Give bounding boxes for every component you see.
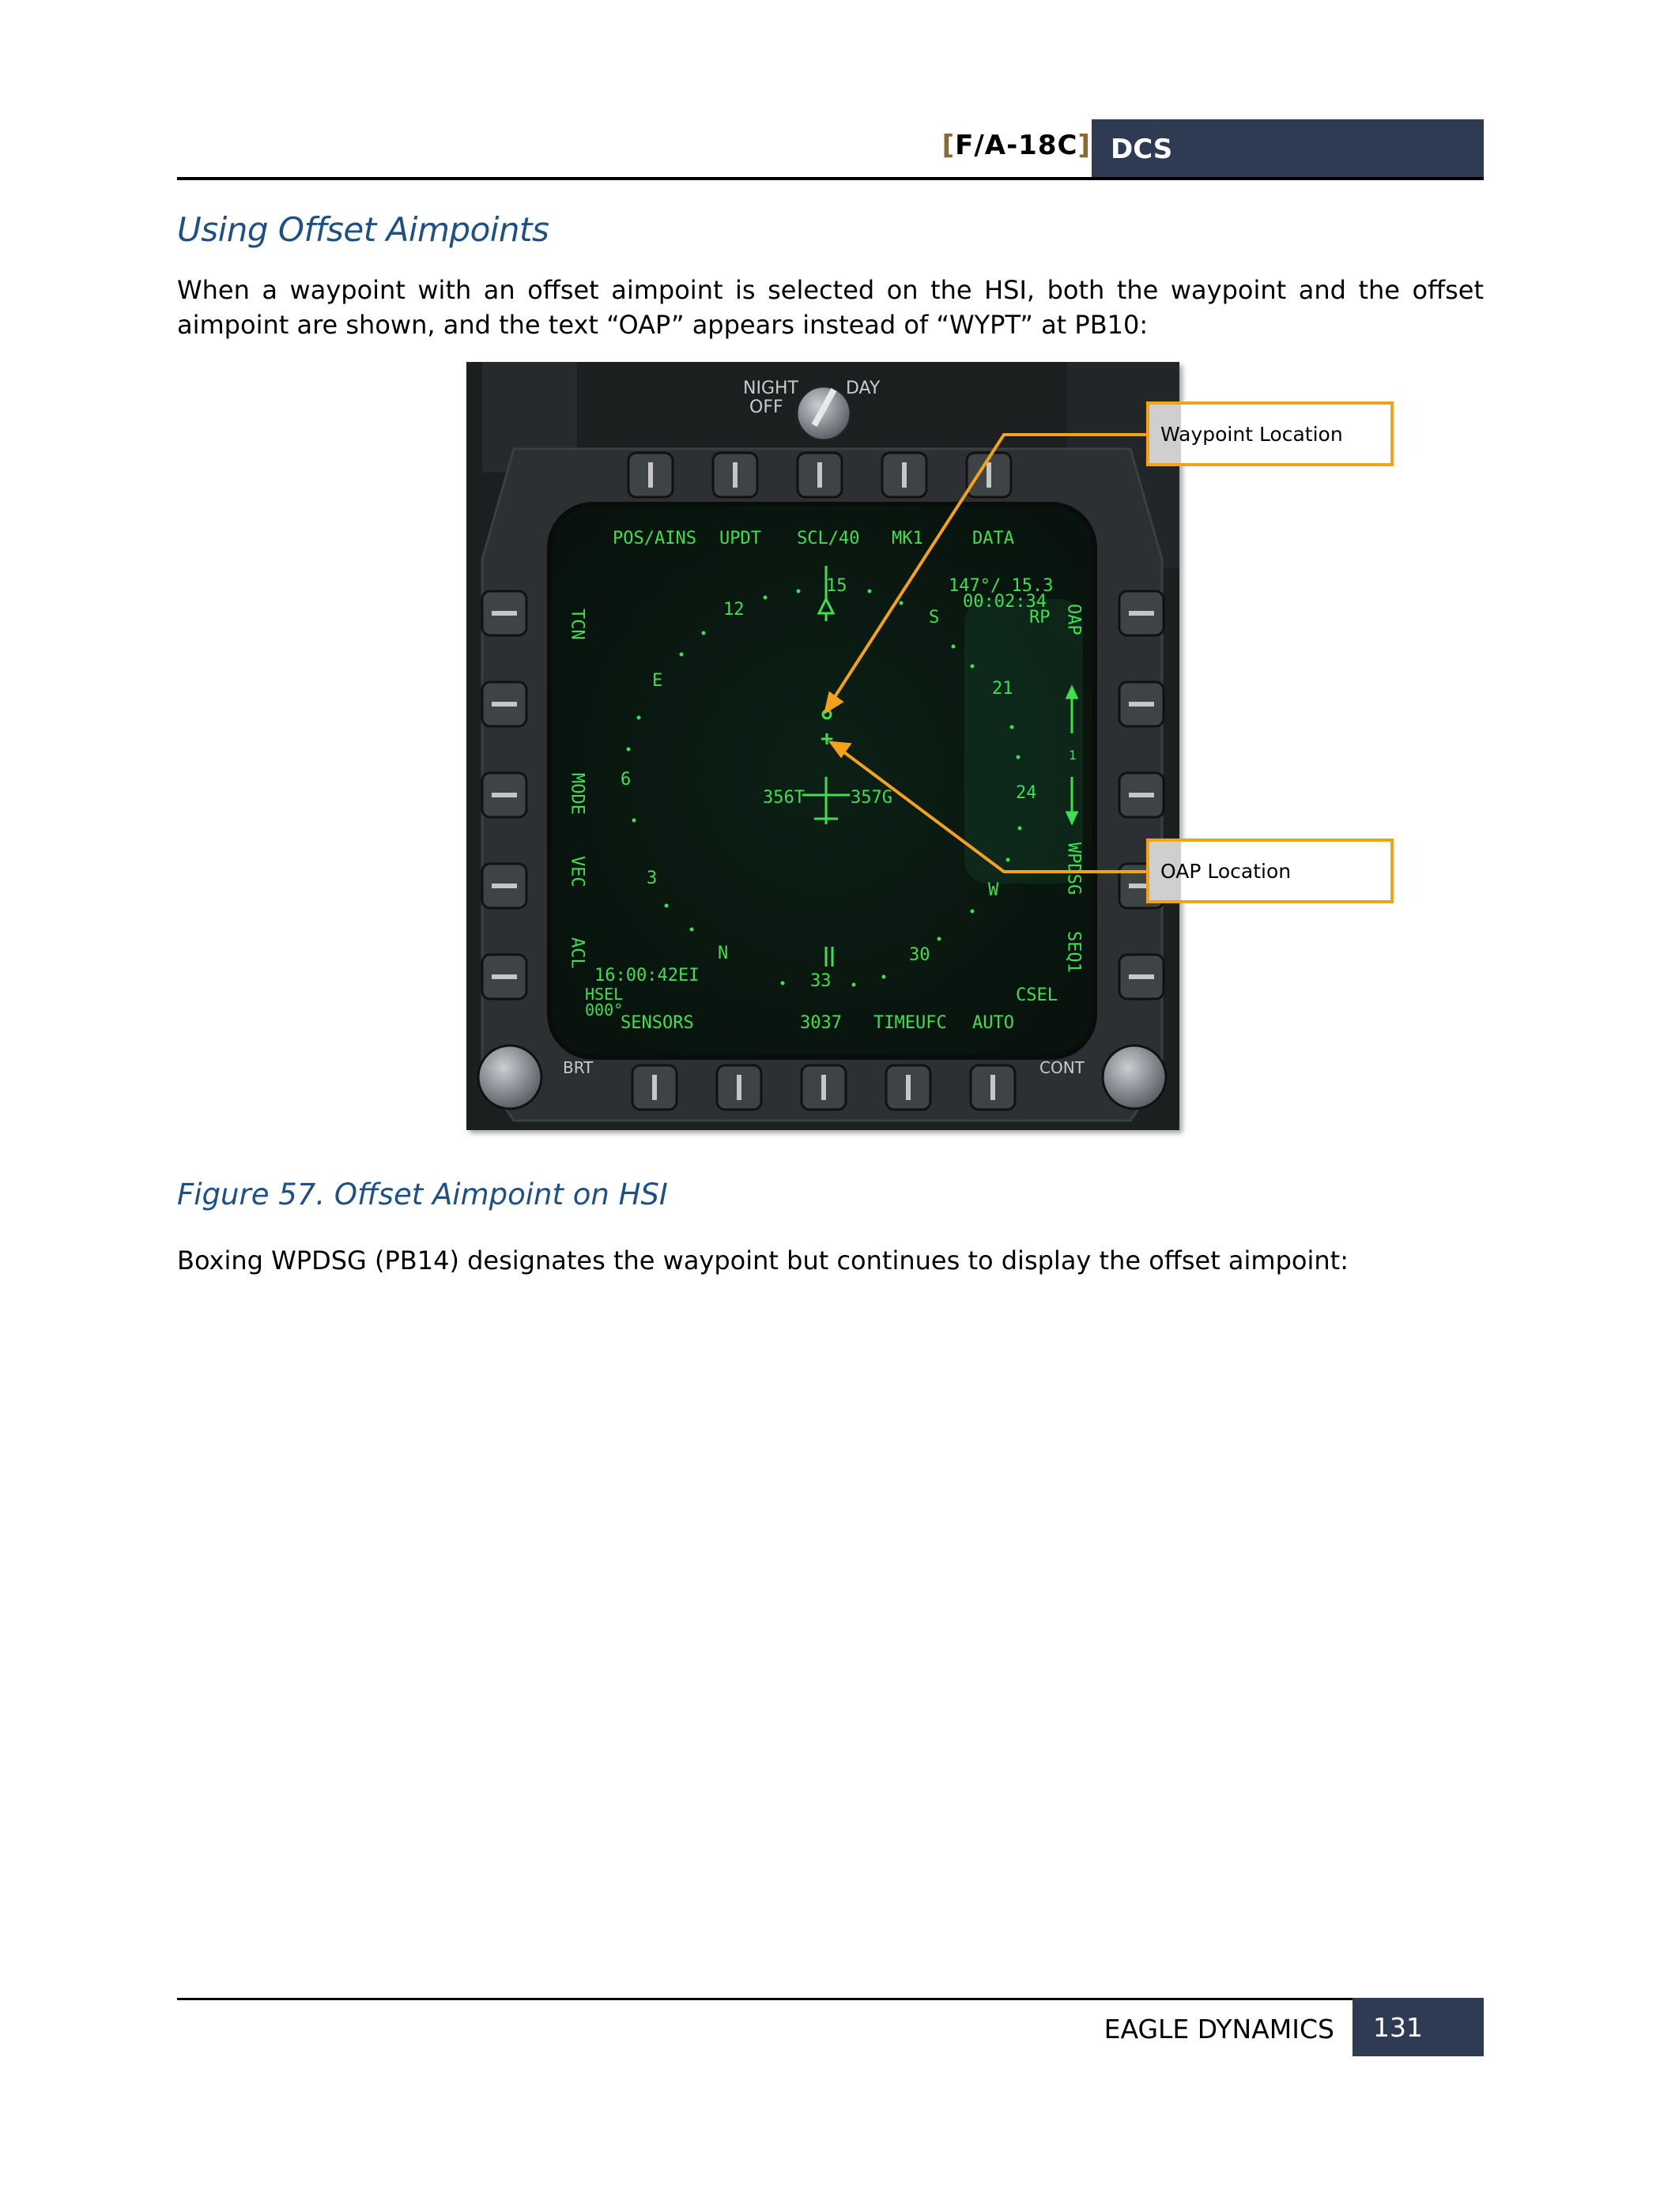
footer-rule xyxy=(177,1998,1377,2000)
compass-e: E xyxy=(652,671,662,691)
csel-label: CSEL xyxy=(1016,985,1058,1005)
callout-arrows xyxy=(823,433,1146,873)
heading-true: 356T xyxy=(763,788,805,808)
switch-day-label: DAY xyxy=(846,379,881,398)
label-sensors: SENSORS xyxy=(621,1013,694,1033)
hsi-display-figure: NIGHT DAY OFF xyxy=(466,362,1179,1130)
footer-page-number: 131 xyxy=(1353,1998,1484,2056)
cont-knob[interactable] xyxy=(1101,1044,1168,1110)
compass-33: 33 xyxy=(810,971,832,991)
compass-n: N xyxy=(718,944,728,963)
label-timeufc: TIMEUFC xyxy=(873,1013,947,1033)
paragraph-intro: When a waypoint with an offset aimpoint … xyxy=(177,275,1484,340)
ground-track: 357G xyxy=(851,788,892,808)
compass-ring-dots xyxy=(626,589,1022,987)
switch-off-label: OFF xyxy=(749,398,783,417)
compass-24: 24 xyxy=(1016,783,1037,803)
hsel-value: 000° xyxy=(585,1000,623,1019)
label-mk1: MK1 xyxy=(892,529,923,548)
label-seq1: SEQ1 xyxy=(1064,931,1084,973)
compass-3: 3 xyxy=(647,869,657,888)
label-scl: SCL/40 xyxy=(797,529,859,548)
time-to-go-readout: 00:02:34 xyxy=(963,592,1047,612)
compass-s: S xyxy=(929,608,939,627)
compass-15: 15 xyxy=(826,576,847,596)
rp-label: RP xyxy=(1029,608,1051,627)
header-aircraft: F/A-18C xyxy=(955,130,1078,161)
scroll-arrows-icon xyxy=(1065,684,1079,826)
label-vec: VEC xyxy=(568,856,587,887)
compass-12: 12 xyxy=(723,600,745,620)
aircraft-symbol xyxy=(802,566,850,967)
label-updt: UPDT xyxy=(719,529,761,548)
header-badge: DCS xyxy=(1092,119,1484,178)
hsi-symbology: POS/AINS UPDT SCL/40 MK1 DATA SENSORS 30… xyxy=(568,529,1084,1033)
label-wpdsg: WPDSG xyxy=(1064,842,1084,895)
sequence-number: 1 xyxy=(1069,748,1077,763)
label-3037: 3037 xyxy=(800,1013,842,1033)
compass-6: 6 xyxy=(621,770,631,789)
oap-callout-text: OAP Location xyxy=(1160,859,1292,883)
compass-21: 21 xyxy=(992,679,1013,699)
compass-w: W xyxy=(988,880,999,900)
figure-caption: Figure 57. Offset Aimpoint on HSI xyxy=(177,1178,668,1212)
header-rule xyxy=(177,177,1484,180)
label-data: DATA xyxy=(972,529,1014,548)
top-pushbuttons[interactable] xyxy=(627,451,1013,499)
oap-symbol xyxy=(821,733,832,744)
bearing-distance-readout: 147°/ 15.3 xyxy=(949,576,1053,596)
brt-knob[interactable] xyxy=(477,1044,543,1110)
compass-30: 30 xyxy=(909,945,930,965)
label-pos-ains: POS/AINS xyxy=(613,529,696,548)
left-pushbuttons[interactable] xyxy=(481,590,528,1000)
paragraph-wpdsg: Boxing WPDSG (PB14) designates the waypo… xyxy=(177,1245,1349,1276)
header-aircraft-title: [F/A-18C] xyxy=(942,130,1091,161)
cont-label: CONT xyxy=(1039,1058,1085,1077)
brt-label: BRT xyxy=(563,1058,594,1077)
time-readout: 16:00:42EI xyxy=(594,966,699,985)
section-title: Using Offset Aimpoints xyxy=(177,210,549,249)
switch-night-label: NIGHT xyxy=(743,379,799,398)
bottom-pushbuttons[interactable] xyxy=(631,1064,1017,1111)
header-bracket-open: [ xyxy=(941,130,956,161)
label-auto: AUTO xyxy=(972,1013,1014,1033)
oap-location-callout: OAP Location xyxy=(1146,838,1394,903)
waypoint-location-callout: Waypoint Location xyxy=(1146,401,1394,466)
header-bracket-close: ] xyxy=(1077,130,1091,161)
label-acl: ACL xyxy=(568,937,587,969)
night-day-switch[interactable]: NIGHT DAY OFF xyxy=(743,379,881,442)
label-mode: MODE xyxy=(568,773,587,815)
hsel-label: HSEL xyxy=(585,985,623,1004)
label-tcn: TCN xyxy=(568,609,587,640)
footer-company: EAGLE DYNAMICS xyxy=(1104,2014,1334,2044)
label-oap: OAP xyxy=(1064,604,1084,635)
hsi-display-svg: NIGHT DAY OFF xyxy=(466,362,1179,1130)
waypoint-callout-text: Waypoint Location xyxy=(1160,422,1343,446)
